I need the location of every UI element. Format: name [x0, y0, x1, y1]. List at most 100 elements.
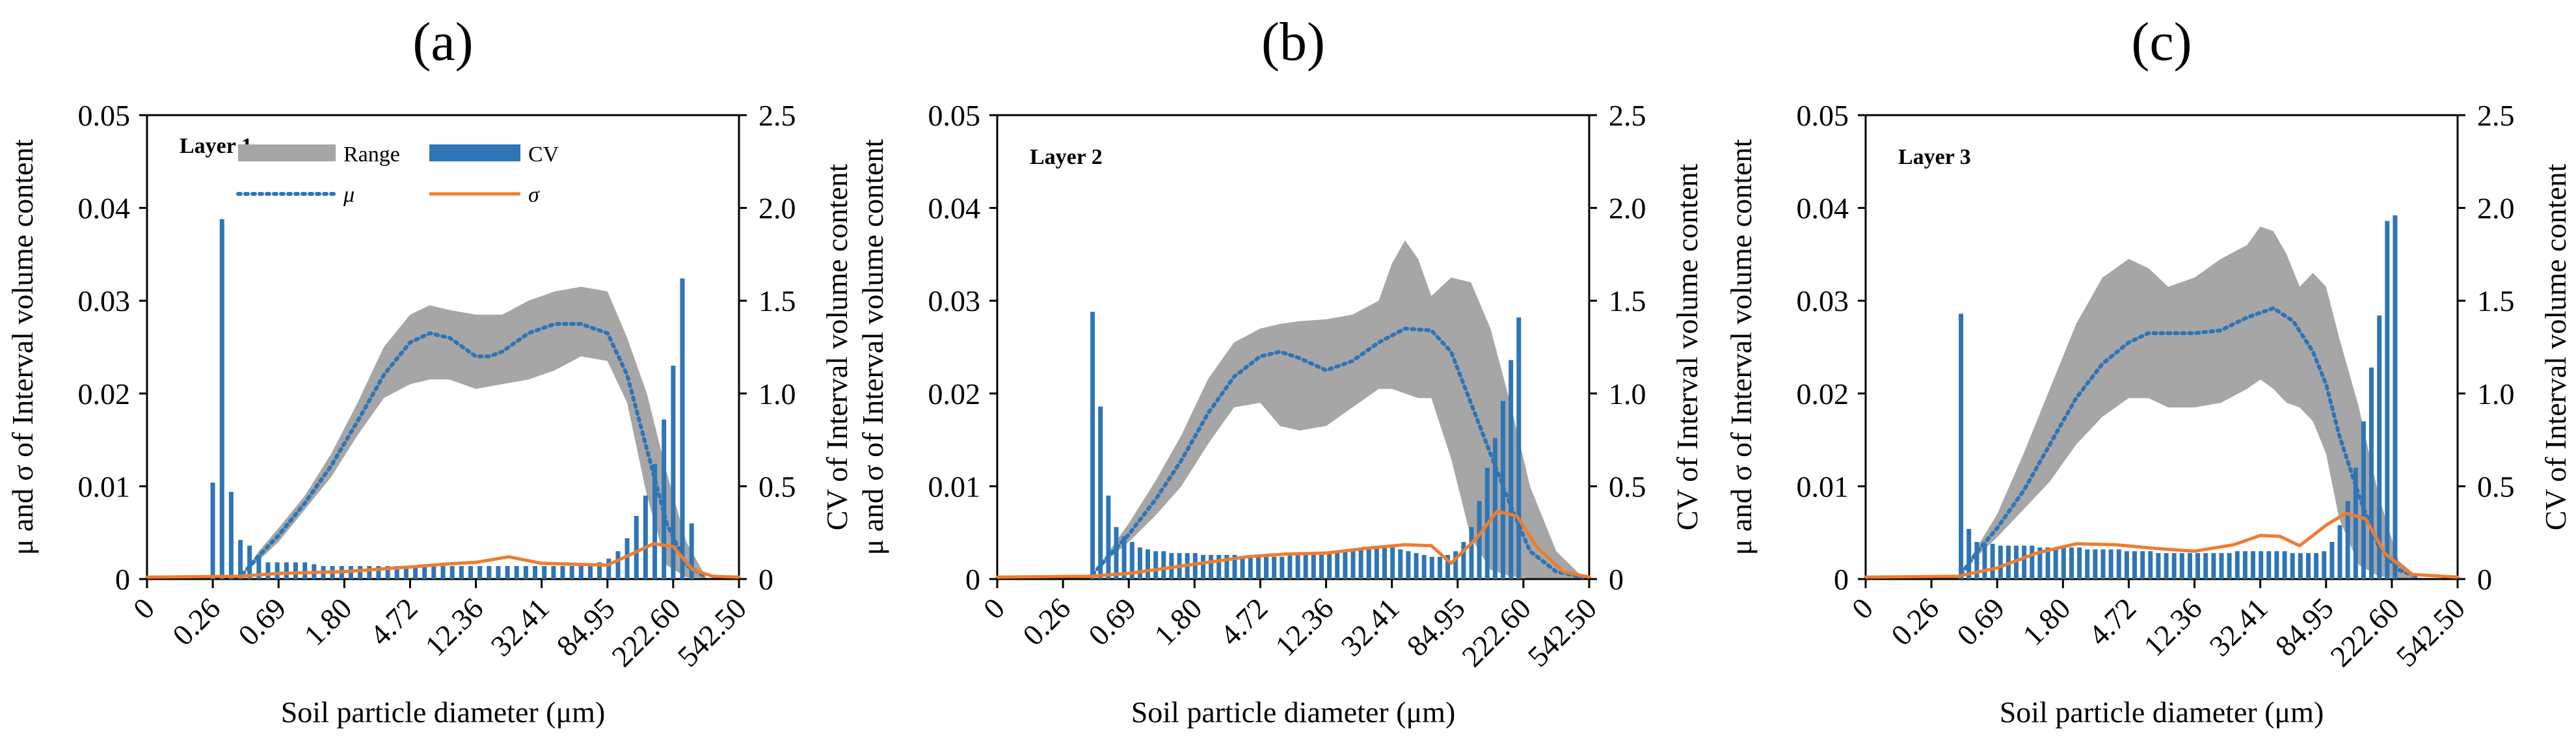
plot-frame: [996, 114, 1590, 580]
cv-bar: [533, 566, 538, 579]
y-tick-label: 0.05: [928, 99, 981, 132]
y2-tick-label: 0: [2477, 563, 2492, 596]
cv-bars: [210, 219, 694, 579]
cv-bar: [1287, 554, 1293, 579]
range-band: [1092, 240, 1583, 578]
y-tick-label: 0.02: [78, 377, 131, 411]
y-tick-label: 0.05: [78, 99, 131, 132]
y2-axis-title: CV of Interval volume content: [1670, 163, 1704, 530]
x-tick-label: 222.60: [1455, 591, 1537, 673]
plot-frame: [1864, 114, 2459, 580]
cv-bar: [643, 495, 648, 579]
cv-bar: [542, 566, 547, 579]
y2-tick-label: 0: [758, 563, 773, 596]
cv-bar: [2053, 547, 2058, 579]
y-tick-label: 0.02: [928, 377, 981, 411]
cv-bar: [680, 278, 685, 579]
cv-bar: [551, 566, 556, 579]
cv-bar: [2337, 525, 2342, 579]
cv-bar: [1998, 545, 2003, 579]
cv-bar: [1516, 317, 1522, 579]
mu-line: [1959, 306, 2421, 580]
y-tick-label: 0.04: [928, 192, 981, 225]
y2-tick-label: 1.5: [2477, 284, 2515, 317]
y-tick-label: 0.03: [78, 284, 131, 317]
cv-bar: [578, 566, 584, 579]
legend-mu-label: μ: [343, 183, 355, 207]
cv-bar: [2148, 551, 2153, 579]
cv-bar: [1398, 549, 1403, 579]
cv-bar: [2298, 553, 2303, 579]
y-tick-label: 0.03: [1797, 284, 1849, 317]
cv-bar: [2322, 551, 2327, 579]
panel-title: (a): [412, 12, 473, 72]
cv-bar: [1121, 536, 1127, 579]
y-tick-label: 0: [1834, 563, 1849, 596]
x-tick-label: 32.41: [484, 591, 555, 662]
x-tick-label: 12.36: [418, 591, 489, 662]
cv-bar: [440, 566, 446, 579]
y-tick-label: 0: [965, 563, 980, 596]
cv-bar: [1343, 551, 1348, 579]
x-tick-label: 0: [1845, 591, 1879, 625]
cv-bar: [1382, 547, 1387, 579]
layer-label: Layer 3: [1898, 145, 1971, 169]
cv-bar: [210, 482, 215, 579]
cv-bar: [1327, 553, 1332, 579]
cv-bar: [1453, 551, 1458, 579]
cv-bar: [2211, 553, 2216, 579]
cv-bar: [2227, 553, 2232, 579]
y-tick-label: 0.05: [1797, 99, 1849, 132]
y2-tick-label: 1.0: [1609, 377, 1646, 411]
cv-bar: [468, 566, 473, 579]
cv-bar: [1137, 547, 1142, 579]
cv-bar: [403, 566, 409, 579]
y2-tick-label: 1.0: [758, 377, 796, 411]
cv-bar: [2171, 553, 2177, 579]
cv-bar: [376, 566, 381, 579]
cv-bar: [2329, 542, 2335, 579]
y2-tick-label: 0.5: [1609, 470, 1646, 503]
cv-bar: [496, 566, 501, 579]
cv-bar: [2393, 215, 2398, 579]
cv-bar: [1240, 556, 1245, 579]
legend-range-swatch: [238, 144, 336, 161]
y-axis-title: μ and σ of Interval volume content: [856, 139, 889, 555]
cv-bar: [385, 566, 390, 579]
cv-bar: [1990, 543, 1995, 579]
cv-bar: [238, 540, 243, 579]
cv-bar: [1421, 554, 1427, 579]
x-tick-label: 0.69: [1082, 591, 1142, 652]
cv-bar: [2116, 549, 2121, 579]
sigma-line: [1864, 511, 2460, 579]
cv-bar: [2251, 551, 2255, 579]
cv-bar: [284, 562, 289, 579]
cv-bar: [1390, 547, 1395, 579]
x-tick-label: 12.36: [2137, 591, 2208, 662]
cv-bar: [606, 558, 611, 579]
cv-bar: [671, 366, 676, 579]
y2-tick-label: 2.5: [1609, 99, 1646, 132]
x-tick-label: 222.60: [605, 591, 687, 673]
cv-bar: [2369, 367, 2374, 579]
cv-bar: [514, 566, 519, 579]
cv-bar: [1445, 554, 1451, 579]
cv-bars: [1090, 312, 1522, 579]
cv-bar: [1414, 553, 1419, 579]
cv-bar: [487, 566, 492, 579]
cv-bar: [2259, 551, 2264, 579]
cv-bar: [247, 545, 252, 579]
cv-bar: [219, 219, 224, 579]
y2-tick-label: 0.5: [758, 470, 796, 503]
cv-bar: [256, 554, 262, 579]
cv-bar: [2266, 551, 2272, 579]
cv-bar: [367, 566, 372, 579]
cv-bar: [662, 419, 667, 579]
cv-bar: [2022, 545, 2027, 579]
cv-bar: [2195, 553, 2201, 579]
x-tick-label: 222.60: [2324, 591, 2406, 673]
cv-bar: [1311, 554, 1316, 579]
y2-tick-label: 2.0: [2477, 192, 2515, 225]
mu-line: [240, 321, 708, 580]
range-band: [1961, 226, 2419, 578]
